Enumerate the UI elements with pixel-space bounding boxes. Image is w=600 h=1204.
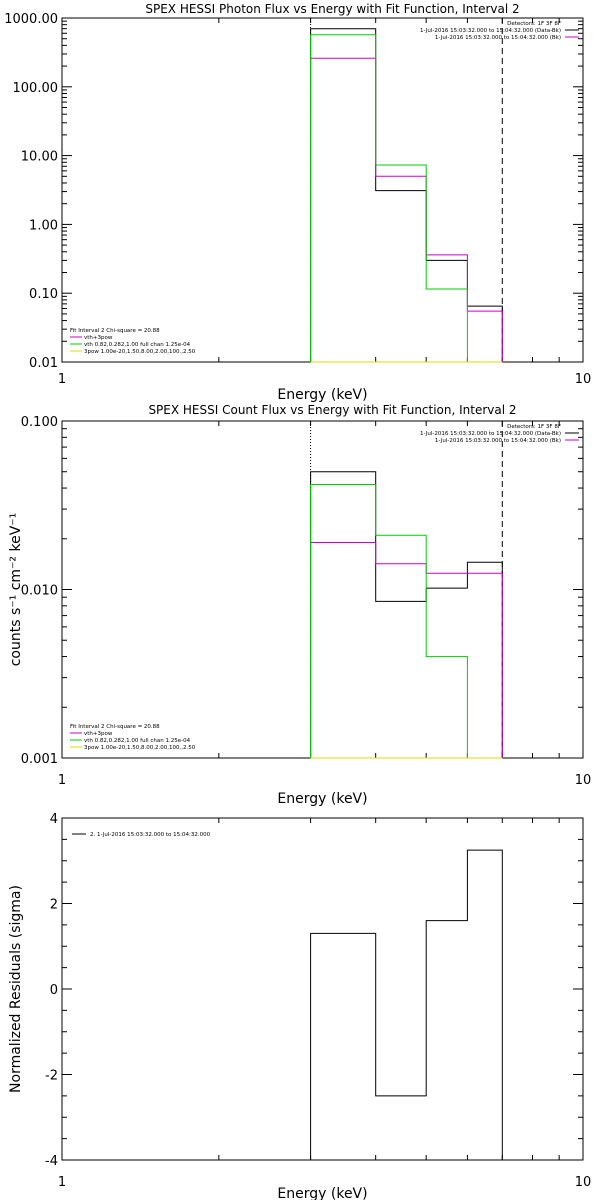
y-tick-label: 0.010	[21, 584, 58, 599]
y-tick-label: 4	[50, 812, 58, 827]
y-tick-label: 1000.00	[4, 12, 58, 27]
x-axis-label: Energy (keV)	[277, 387, 367, 403]
y-tick-label: 0.001	[21, 752, 58, 767]
x-axis-label: Energy (keV)	[277, 791, 367, 807]
legend-entry-tr: 1-Jul-2016 15:03:32.000 to 15:04:32.000 …	[420, 431, 561, 437]
series-step-2	[310, 484, 503, 759]
legend-entry-tr: 1-Jul-2016 15:03:32.000 to 15:04:32.000 …	[420, 28, 561, 34]
y-tick-label: 10.00	[21, 150, 58, 165]
y-tick-label: 0	[50, 983, 58, 998]
y-tick-label: 2	[50, 898, 58, 913]
x-tick-label: 10	[575, 773, 592, 788]
x-tick-label: 10	[575, 372, 592, 387]
legend-entry-bl: vth 0.82,0.282,1.00 full chan 1.25e-04	[84, 342, 191, 348]
x-tick-label: 10	[575, 1175, 592, 1190]
y-axis-label: counts s⁻¹ cm⁻² keV⁻¹	[8, 513, 24, 667]
legend-entry-tr: Detectors: 1F 3F 8F	[507, 424, 561, 430]
series-step-0	[310, 849, 503, 1160]
series-step-1	[310, 57, 503, 362]
chart-title: SPEX HESSI Count Flux vs Energy with Fit…	[148, 403, 516, 417]
plot-frame	[61, 17, 584, 363]
series-step-1	[310, 542, 503, 758]
y-tick-label: 100.00	[13, 81, 59, 96]
plot-frame	[61, 817, 584, 1161]
series-step-2	[310, 34, 503, 363]
legend-fit-header: Fit Interval 2 Chi-square = 20.88	[70, 328, 160, 334]
series-step-0	[310, 471, 503, 758]
y-tick-label: 1.00	[29, 218, 58, 233]
legend-entry-bl: vth+3pow	[84, 731, 113, 737]
x-tick-label: 1	[58, 1175, 66, 1190]
legend-entry-bl: 3pow 1.00e-20,1.50,8.00,2.00,100.,2.50	[84, 745, 196, 751]
x-tick-label: 1	[58, 773, 66, 788]
legend-fit-header: Fit Interval 2 Chi-square = 20.88	[70, 724, 160, 730]
chart-title: SPEX HESSI Photon Flux vs Energy with Fi…	[145, 2, 519, 16]
series-step-0	[310, 28, 503, 362]
legend-entry-tr: 1-Jul-2016 15:03:32.000 to 15:04:32.000 …	[435, 35, 561, 41]
x-tick-label: 1	[58, 372, 66, 387]
y-axis-label: Normalized Residuals (sigma)	[8, 885, 24, 1093]
x-axis-label: Energy (keV)	[277, 1186, 367, 1200]
y-tick-label: 0.100	[21, 415, 58, 430]
y-tick-label: -2	[45, 1069, 58, 1084]
legend-entry-tr: 1-Jul-2016 15:03:32.000 to 15:04:32.000 …	[435, 438, 561, 444]
legend-entry-bl: vth 0.82,0.282,1.00 full chan 1.25e-04	[84, 738, 191, 744]
legend-entry-bl: vth+3pow	[84, 335, 113, 341]
y-tick-label: -4	[45, 1154, 58, 1169]
legend-entry-bl: 3pow 1.00e-20,1.50,8.00,2.00,100.,2.50	[84, 349, 196, 355]
y-tick-label: 0.01	[29, 356, 58, 371]
legend-entry-tl: 2. 1-Jul-2016 15:03:32.000 to 15:04:32.0…	[90, 832, 211, 838]
y-tick-label: 0.10	[29, 287, 58, 302]
legend-entry-tr: Detectors: 1F 3F 8F	[507, 21, 561, 27]
